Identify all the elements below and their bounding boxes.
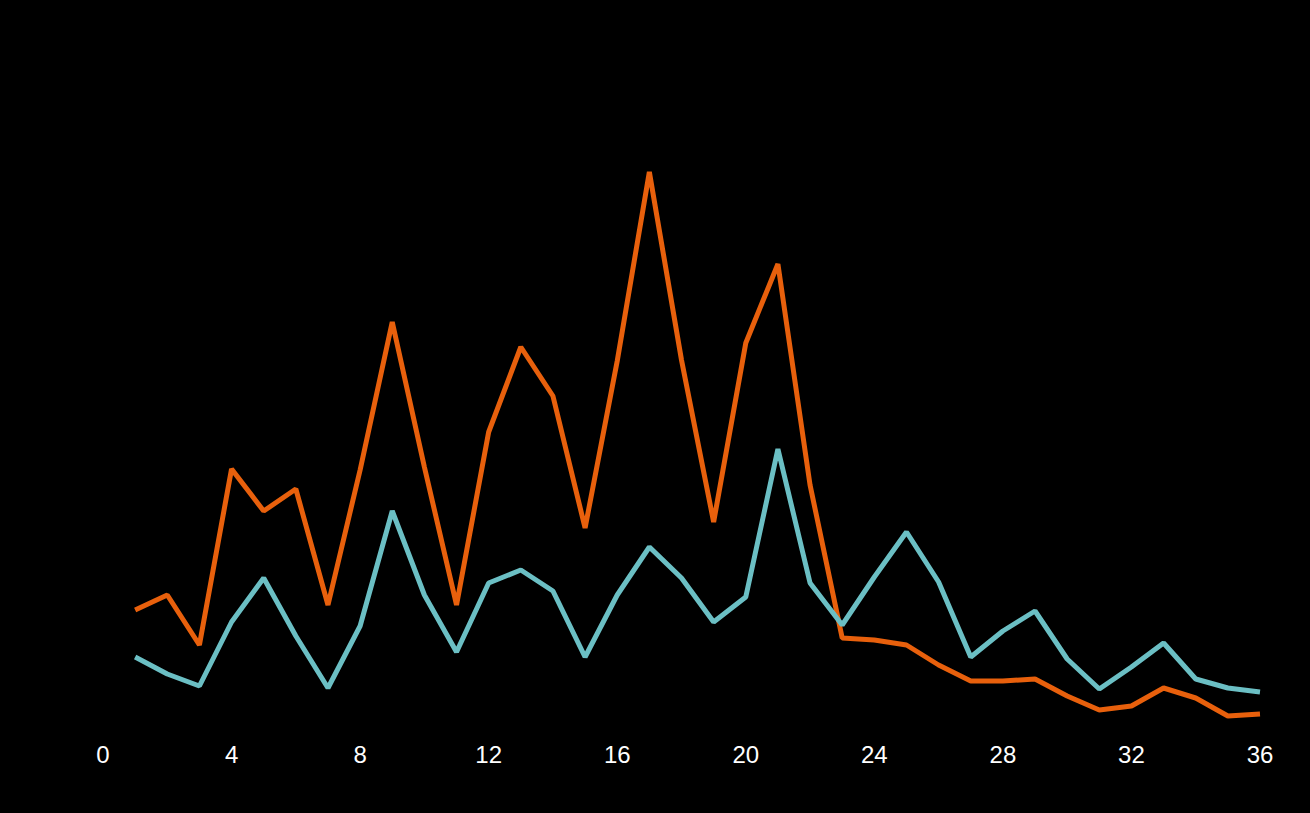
- svg-text:24: 24: [861, 741, 888, 768]
- svg-text:4: 4: [225, 741, 238, 768]
- svg-text:12: 12: [475, 741, 502, 768]
- svg-text:28: 28: [990, 741, 1017, 768]
- svg-text:36: 36: [1247, 741, 1274, 768]
- svg-text:8: 8: [353, 741, 366, 768]
- svg-text:16: 16: [604, 741, 631, 768]
- svg-text:32: 32: [1118, 741, 1145, 768]
- svg-text:0: 0: [96, 741, 109, 768]
- svg-text:20: 20: [732, 741, 759, 768]
